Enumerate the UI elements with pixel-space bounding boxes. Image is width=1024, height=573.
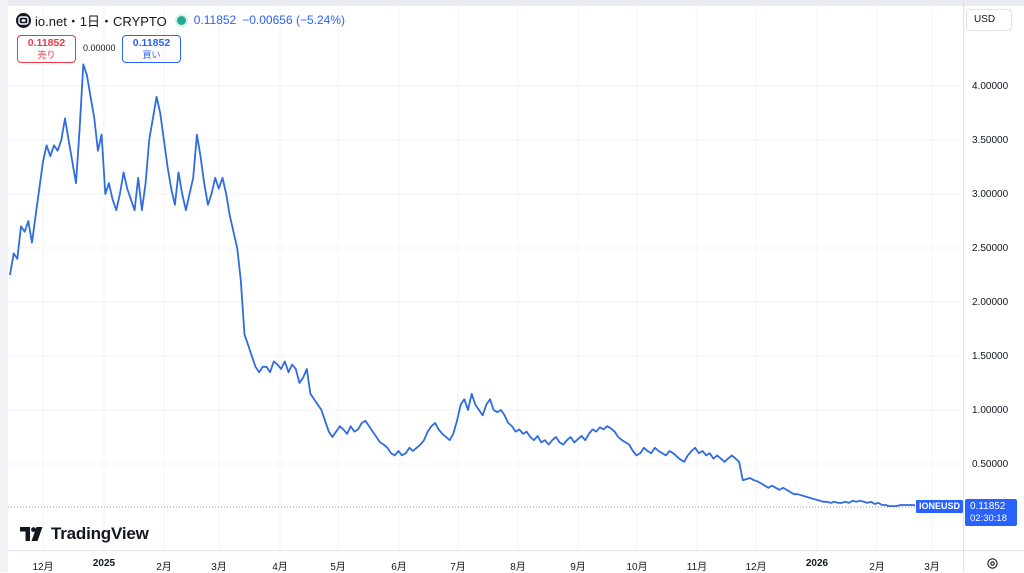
- time-axis-label: 11月: [686, 562, 708, 573]
- left-border: [0, 0, 8, 572]
- price-axis-label: 2.50000: [972, 243, 1009, 254]
- buy-price: 0.11852: [132, 37, 171, 49]
- time-axis-label: 4月: [272, 562, 288, 573]
- tradingview-brand[interactable]: TradingView: [20, 524, 149, 544]
- symbol-header[interactable]: io.net・1日・CRYPTO 0.11852 −0.00656 (−5.24…: [16, 11, 345, 29]
- time-axis-label: 9月: [570, 562, 586, 573]
- time-axis-label: 3月: [924, 562, 940, 573]
- time-axis-separator: [8, 550, 1024, 551]
- time-axis-label: 12月: [745, 562, 767, 573]
- header-change: −0.00656 (−5.24%): [242, 13, 345, 27]
- time-axis-label: 12月: [32, 562, 54, 573]
- tradingview-logo-icon: [20, 527, 43, 541]
- price-axis-label: 0.50000: [972, 459, 1009, 470]
- symbol-tag: IONEUSD: [916, 500, 964, 513]
- market-status-icon: [176, 15, 186, 25]
- price-axis-label: 1.00000: [972, 405, 1009, 416]
- time-axis-label: 8月: [510, 562, 526, 573]
- sell-label: 売り: [37, 50, 56, 60]
- bar-countdown: 02:30:18: [970, 513, 1007, 524]
- time-axis-label: 2月: [869, 562, 885, 573]
- price-line-series: [9, 63, 916, 507]
- time-axis-label: 2月: [156, 562, 172, 573]
- price-axis-label: 3.50000: [972, 135, 1009, 146]
- io-net-logo-icon: [16, 12, 31, 28]
- top-border: [0, 0, 1024, 6]
- settings-gear-icon[interactable]: [986, 557, 999, 570]
- spread-value: 0.00000: [83, 43, 116, 53]
- price-axis-label: 4.00000: [972, 81, 1009, 92]
- price-axis-label: 3.00000: [972, 189, 1009, 200]
- current-price-tag: 0.11852 02:30:18: [965, 499, 1017, 526]
- time-axis-label: 2025: [92, 558, 116, 569]
- price-axis-label: 2.00000: [972, 297, 1009, 308]
- time-axis-label: 3月: [211, 562, 227, 573]
- buy-label: 買い: [142, 50, 161, 60]
- header-price: 0.11852: [193, 13, 237, 27]
- time-axis-label: 2026: [805, 558, 829, 569]
- price-axis-label: 1.50000: [972, 351, 1009, 362]
- time-axis-label: 5月: [330, 562, 346, 573]
- buy-button[interactable]: 0.11852 買い: [122, 35, 181, 63]
- symbol-title[interactable]: io.net・1日・CRYPTO: [35, 13, 167, 29]
- price-axis-separator: [963, 0, 964, 572]
- sell-price: 0.11852: [27, 37, 66, 49]
- currency-selector[interactable]: USD: [966, 9, 1012, 31]
- brand-name: TradingView: [51, 524, 149, 543]
- time-axis-label: 7月: [450, 562, 466, 573]
- sell-button[interactable]: 0.11852 売り: [17, 35, 76, 63]
- grid-lines: [8, 6, 963, 550]
- time-axis-label: 6月: [391, 562, 407, 573]
- time-axis-label: 10月: [626, 562, 648, 573]
- current-price: 0.11852: [970, 501, 1006, 512]
